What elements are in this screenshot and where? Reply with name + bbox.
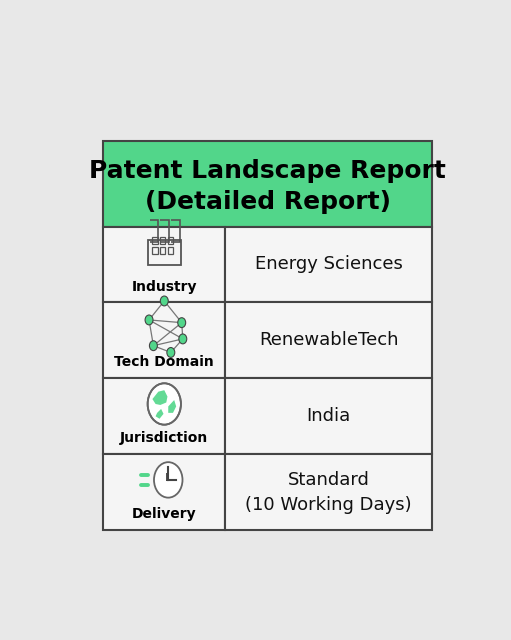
FancyBboxPatch shape xyxy=(225,378,432,454)
Text: Standard
(10 Working Days): Standard (10 Working Days) xyxy=(245,470,412,514)
Circle shape xyxy=(160,296,168,306)
Circle shape xyxy=(145,315,153,325)
Polygon shape xyxy=(155,409,164,419)
FancyBboxPatch shape xyxy=(104,378,225,454)
FancyBboxPatch shape xyxy=(225,227,432,303)
Text: L: L xyxy=(166,473,171,483)
Circle shape xyxy=(179,334,187,344)
Text: Patent Landscape Report: Patent Landscape Report xyxy=(89,159,446,184)
Text: Energy Sciences: Energy Sciences xyxy=(254,255,403,273)
Polygon shape xyxy=(168,400,176,413)
Text: RenewableTech: RenewableTech xyxy=(259,332,399,349)
Polygon shape xyxy=(152,390,168,405)
Circle shape xyxy=(149,340,157,351)
FancyBboxPatch shape xyxy=(225,454,432,530)
FancyBboxPatch shape xyxy=(104,303,225,378)
Text: Tech Domain: Tech Domain xyxy=(114,355,214,369)
Text: Delivery: Delivery xyxy=(132,508,197,522)
FancyBboxPatch shape xyxy=(104,141,432,227)
Text: Jurisdiction: Jurisdiction xyxy=(120,431,208,445)
Circle shape xyxy=(154,462,182,498)
Text: India: India xyxy=(307,407,351,426)
Circle shape xyxy=(167,348,175,357)
Circle shape xyxy=(148,383,181,425)
Text: Industry: Industry xyxy=(131,280,197,294)
Circle shape xyxy=(178,317,185,328)
FancyBboxPatch shape xyxy=(104,454,225,530)
Text: (Detailed Report): (Detailed Report) xyxy=(145,191,391,214)
FancyBboxPatch shape xyxy=(104,227,225,303)
FancyBboxPatch shape xyxy=(225,303,432,378)
